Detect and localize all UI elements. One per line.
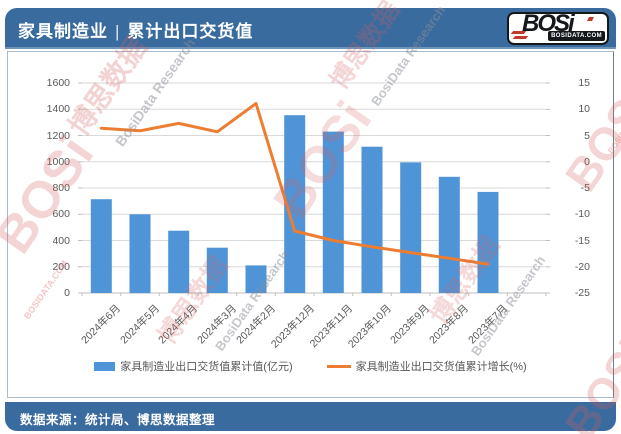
footer: 数据来源：统计局、博思数据整理: [5, 402, 616, 431]
legend-item-bar: 家具制造业出口交货值累计值(亿元): [94, 358, 293, 374]
y-axis-label-left: 0: [64, 287, 70, 299]
title-metric: 累计出口交货值: [127, 22, 254, 41]
y-axis-label-left: 1600: [46, 77, 70, 89]
y-axis-label-left: 1000: [46, 155, 70, 168]
y-axis-label-right: 5: [584, 129, 590, 142]
chart-legend: 家具制造业出口交货值累计值(亿元) 家具制造业出口交货值累计增长(%): [8, 358, 613, 374]
legend-item-line: 家具制造业出口交货值累计增长(%): [326, 358, 527, 374]
bar: [361, 146, 383, 293]
y-axis-label-right: 15: [578, 77, 590, 89]
page-title: 家具制造业 | 累计出口交货值: [18, 17, 253, 42]
y-axis-label-right: -5: [580, 182, 590, 194]
bar: [90, 199, 112, 293]
y-axis-label-right: -10: [574, 208, 590, 221]
title-industry: 家具制造业: [18, 22, 108, 41]
bar-series: [90, 115, 499, 294]
title-separator: |: [115, 22, 121, 41]
chart-canvas: [78, 82, 550, 296]
bosi-logo-accent: [587, 17, 594, 21]
legend-label: 家具制造业出口交货值累计增长(%): [355, 361, 527, 373]
data-source-text: 数据来源：统计局、博思数据整理: [20, 413, 216, 427]
bar: [284, 115, 306, 293]
y-axis-label-left: 800: [52, 182, 70, 194]
bar: [477, 191, 499, 293]
bar-swatch-icon: [94, 361, 116, 371]
bar: [322, 131, 344, 293]
header: 家具制造业 | 累计出口交货值 BOSi BOSIDATA.COM: [5, 8, 616, 49]
line-swatch-icon: [326, 364, 351, 368]
legend-label: 家具制造业出口交货值累计值(亿元): [120, 361, 293, 373]
y-axis-label-right: -15: [574, 234, 590, 247]
y-axis-label-left: 1200: [46, 129, 70, 142]
y-axis-label-right: 10: [578, 103, 590, 116]
y-axis-label-right: -25: [574, 287, 590, 299]
chart-area: 家具制造业出口交货值累计值(亿元) 家具制造业出口交货值累计增长(%) 0 200 4…: [7, 51, 614, 398]
bosi-logo-domain: BOSIDATA.COM: [548, 31, 605, 41]
y-axis-label-left: 200: [52, 260, 70, 273]
report-frame: 家具制造业 | 累计出口交货值 BOSi BOSIDATA.COM 家具制造业出口交…: [5, 8, 616, 431]
bar: [400, 162, 422, 293]
bosi-logo-stripe: [510, 31, 527, 34]
y-axis-label-right: -20: [574, 260, 590, 273]
bar: [438, 176, 460, 293]
y-axis-label-right: 0: [584, 155, 590, 168]
y-axis-label-left: 400: [52, 234, 70, 247]
bosi-logo: BOSi BOSIDATA.COM: [507, 10, 609, 45]
y-axis-label-left: 1400: [46, 103, 70, 116]
bar: [206, 247, 228, 293]
bar: [245, 265, 267, 293]
growth-line: [99, 102, 490, 266]
bar: [168, 230, 190, 293]
bar: [129, 214, 151, 294]
bosi-logo-stripe: [512, 36, 529, 39]
y-axis-label-left: 600: [52, 208, 70, 221]
